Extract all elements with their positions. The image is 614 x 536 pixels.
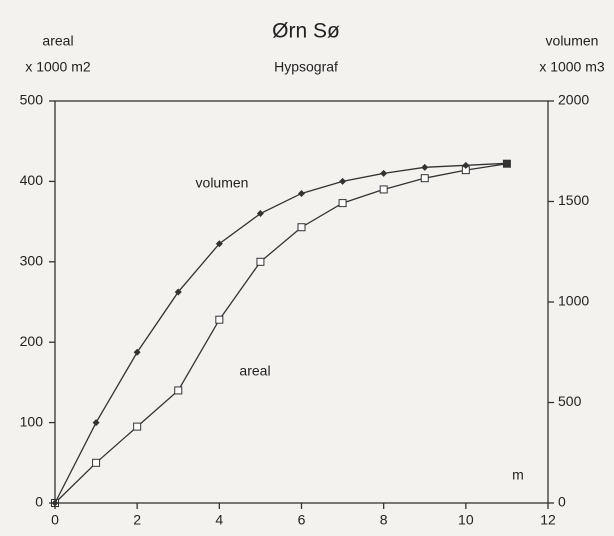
marker <box>421 163 429 171</box>
series-label: areal <box>239 363 270 379</box>
y2-label: volumen <box>546 33 599 49</box>
marker <box>379 185 388 194</box>
marker <box>339 177 347 185</box>
marker <box>133 422 142 431</box>
y-tick-label: 0 <box>35 494 43 510</box>
y2-unit: x 1000 m3 <box>539 59 605 75</box>
y2-tick-label: 500 <box>558 393 582 409</box>
x-tick-label: 8 <box>380 512 388 528</box>
marker <box>92 419 100 427</box>
y-tick-label: 200 <box>20 333 44 349</box>
marker <box>338 199 347 208</box>
y-tick-label: 300 <box>20 253 44 269</box>
marker <box>503 159 511 167</box>
x-tick-label: 6 <box>298 512 306 528</box>
x-tick-label: 10 <box>458 512 474 528</box>
marker <box>462 161 470 169</box>
marker <box>215 240 223 248</box>
chart-title: Ørn Sø <box>272 20 340 43</box>
marker <box>380 169 388 177</box>
x-tick-label: 2 <box>133 512 141 528</box>
x-label: m <box>512 467 524 483</box>
y2-tick-label: 2000 <box>558 92 589 108</box>
marker <box>215 315 224 324</box>
y2-tick-label: 1000 <box>558 293 589 309</box>
y-unit: x 1000 m2 <box>25 59 91 75</box>
series-line <box>54 163 508 504</box>
y-tick-label: 100 <box>20 413 44 429</box>
marker <box>256 257 265 266</box>
y-label: areal <box>42 33 73 49</box>
x-tick-label: 0 <box>51 512 59 528</box>
series-label: volumen <box>196 175 249 191</box>
y-tick-label: 400 <box>20 172 44 188</box>
x-tick-label: 4 <box>215 512 223 528</box>
marker <box>297 223 306 232</box>
marker <box>420 174 429 183</box>
marker <box>51 499 59 507</box>
series-line <box>54 162 507 504</box>
marker <box>174 386 183 395</box>
x-tick-label: 12 <box>540 512 556 528</box>
y2-tick-label: 0 <box>558 494 566 510</box>
marker <box>174 288 182 296</box>
marker <box>298 189 305 197</box>
marker <box>92 458 101 467</box>
marker <box>256 210 264 218</box>
y-tick-label: 500 <box>20 92 44 108</box>
y2-tick-label: 1500 <box>558 192 589 208</box>
marker <box>133 348 141 356</box>
chart-subtitle: Hypsograf <box>274 59 338 75</box>
